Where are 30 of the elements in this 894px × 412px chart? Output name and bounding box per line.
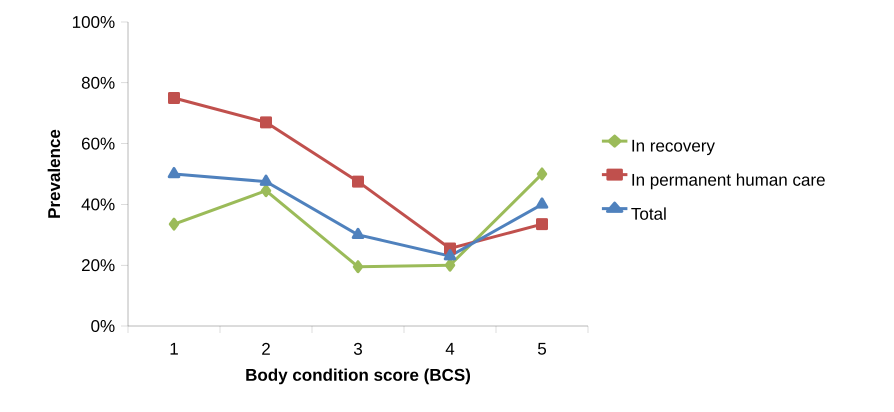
y-tick-label: 40%	[82, 198, 115, 210]
y-tick-label: 20%	[82, 259, 115, 272]
x-tick-label: 4	[446, 342, 454, 355]
point	[352, 228, 364, 240]
y-axis-title: Prevalence	[48, 130, 60, 218]
point	[352, 260, 364, 274]
y-tick-label: 100%	[72, 16, 115, 28]
point	[260, 174, 272, 186]
legend-label: Total	[631, 207, 666, 220]
x-axis-title: Body condition score (BCS)	[246, 368, 470, 384]
point	[536, 168, 548, 180]
point	[260, 116, 272, 128]
point	[536, 218, 548, 230]
y-tick-label: 0%	[91, 320, 115, 332]
point	[168, 167, 180, 178]
point	[444, 249, 456, 260]
legend-label: In recovery	[632, 140, 715, 156]
x-tick-label: 3	[354, 342, 362, 355]
x-tick-label: 2	[262, 342, 270, 355]
x-tick-label: 1	[170, 342, 178, 355]
y-tick-label: 60%	[82, 138, 115, 150]
point	[536, 197, 548, 209]
point	[168, 92, 180, 104]
point	[444, 258, 456, 272]
point	[168, 218, 180, 231]
legend-label: In permanent human care	[632, 173, 825, 190]
point	[260, 184, 272, 198]
y-tick-label: 80%	[82, 76, 115, 89]
x-tick-label: 5	[538, 342, 546, 355]
point	[352, 176, 364, 188]
